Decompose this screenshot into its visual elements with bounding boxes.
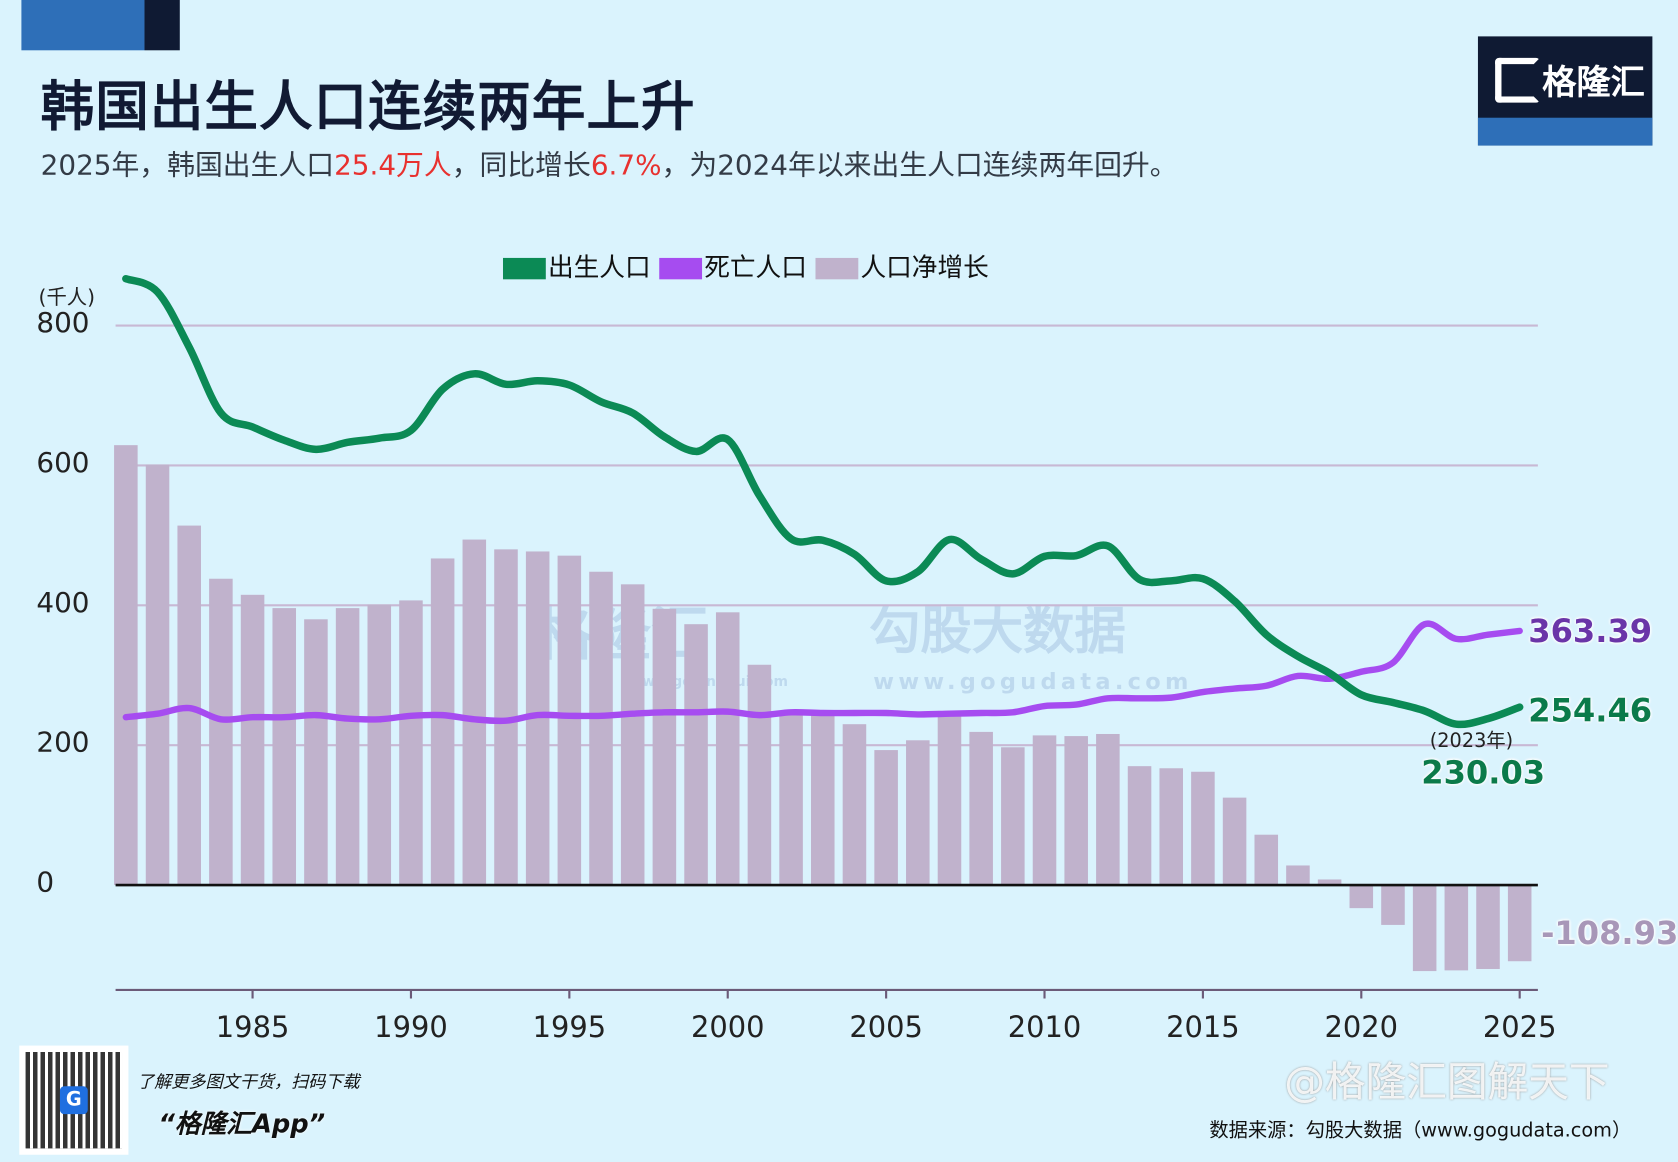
net-growth-bar	[1381, 885, 1405, 925]
x-tick-label: 2015	[1166, 1011, 1240, 1045]
qr-logo-icon: G	[59, 1086, 88, 1115]
births-min-label: 230.03	[1421, 754, 1546, 792]
y-tick-label: 800	[36, 307, 90, 340]
net-end-label: -108.93	[1541, 915, 1678, 953]
net-growth-bar	[1444, 885, 1469, 971]
births-line	[122, 274, 1524, 729]
net-growth-bar	[1159, 768, 1183, 886]
net-growth-bar	[1476, 885, 1500, 969]
subtitle: 2025年，韩国出生人口25.4万人，同比增长6.7%，为2024年以来出生人口…	[41, 143, 1178, 183]
net-growth-bar	[1349, 885, 1374, 909]
decor-block-navy	[144, 0, 180, 51]
subtitle-text-3: ，为2024年以来出生人口连续两年回升。	[661, 149, 1178, 182]
net-growth-bar	[810, 712, 835, 886]
x-tick-label: 1990	[374, 1011, 448, 1045]
watermark-data-url: www.gogudata.com	[873, 668, 1193, 695]
net-growth-bar	[335, 608, 360, 886]
logo-g-icon	[1495, 57, 1541, 103]
net-growth-bar	[715, 612, 740, 886]
legend-label-deaths: 死亡人口	[704, 252, 807, 283]
net-growth-bar	[304, 619, 328, 886]
app-name: “格隆汇App”	[158, 1108, 326, 1139]
net-growth-bar	[1222, 797, 1247, 886]
deaths-end-label: 363.39	[1528, 613, 1653, 651]
y-tick-label: 200	[36, 726, 90, 760]
decor-block-blue	[21, 0, 145, 51]
net-growth-bar	[874, 750, 898, 886]
net-growth-bar	[114, 445, 138, 886]
net-growth-bar	[1064, 736, 1088, 886]
net-growth-bar	[684, 624, 708, 886]
net-growth-bar	[1127, 766, 1152, 886]
y-tick-label: 400	[36, 587, 90, 620]
x-tick-label: 2010	[1007, 1011, 1082, 1045]
net-growth-bar	[209, 578, 233, 886]
births-min-year: (2023年)	[1429, 729, 1514, 753]
legend-swatch-net	[815, 257, 859, 280]
net-growth-bar	[1254, 834, 1279, 886]
x-tick-label: 2000	[690, 1011, 765, 1045]
net-growth-bar	[1001, 747, 1025, 886]
subtitle-highlight-births: 25.4万人	[334, 149, 452, 182]
net-growth-bar	[1412, 885, 1437, 972]
net-growth-bar	[145, 464, 170, 886]
net-growth-bar	[240, 594, 265, 886]
y-tick-label: 600	[36, 447, 90, 480]
subtitle-text-1: 2025年，韩国出生人口	[40, 149, 335, 182]
net-growth-bar	[430, 558, 455, 886]
brand-logo: 格隆汇	[1477, 36, 1653, 146]
weibo-watermark: @格隆汇图解天下	[1284, 1058, 1610, 1106]
legend-swatch-deaths	[659, 257, 703, 280]
x-tick-label: 2025	[1482, 1011, 1557, 1045]
net-growth-bar	[272, 608, 297, 886]
net-growth-bar	[589, 571, 613, 886]
legend-item-deaths: 死亡人口	[659, 246, 807, 283]
net-growth-bar	[367, 604, 392, 886]
qr-code[interactable]: G	[19, 1045, 129, 1155]
y-tick-label: 0	[36, 866, 55, 899]
net-growth-bar	[557, 555, 582, 886]
net-growth-bar	[1317, 879, 1342, 886]
subtitle-highlight-growth: 6.7%	[590, 149, 662, 182]
qr-caption: 了解更多图文干货，扫码下载	[136, 1071, 360, 1092]
net-growth-bar	[462, 539, 487, 886]
net-growth-bar	[652, 608, 677, 886]
legend-item-births: 出生人口	[502, 246, 651, 283]
legend-item-net: 人口净增长	[815, 246, 989, 283]
x-tick-label: 1985	[215, 1011, 290, 1045]
net-growth-bar	[1096, 733, 1120, 886]
net-growth-bar	[620, 584, 645, 886]
net-growth-bar	[399, 600, 423, 886]
legend-label-net: 人口净增长	[860, 252, 989, 283]
y-axis-unit: (千人)	[38, 285, 96, 310]
net-growth-bar	[906, 740, 930, 886]
logo-text: 格隆汇	[1542, 62, 1645, 103]
logo-band	[1477, 117, 1653, 146]
net-growth-bar	[1286, 865, 1310, 886]
x-tick-label: 1995	[532, 1011, 607, 1045]
subtitle-text-2: ，同比增长	[451, 149, 591, 182]
legend-swatch-births	[502, 257, 546, 280]
legend-label-births: 出生人口	[547, 252, 651, 283]
net-growth-bar	[1191, 771, 1215, 886]
net-growth-bar	[1507, 885, 1532, 962]
net-growth-bar	[747, 664, 772, 886]
x-tick-label: 2020	[1324, 1011, 1399, 1045]
x-tick-label: 2005	[849, 1011, 923, 1045]
net-growth-bar	[779, 711, 803, 886]
watermark-data: 勾股大数据	[869, 601, 1126, 662]
births-end-label: 254.46	[1528, 692, 1653, 730]
deaths-line	[122, 620, 1523, 725]
chart-legend: 出生人口 死亡人口 人口净增长	[502, 246, 989, 283]
net-growth-bar	[494, 549, 518, 886]
data-source: 数据来源：勾股大数据（www.gogudata.com）	[1209, 1119, 1632, 1142]
net-growth-bar	[969, 731, 993, 886]
net-growth-bar	[842, 724, 867, 886]
net-growth-bar	[937, 710, 962, 886]
page-title: 韩国出生人口连续两年上升	[40, 75, 696, 139]
net-growth-bar	[1032, 735, 1057, 886]
